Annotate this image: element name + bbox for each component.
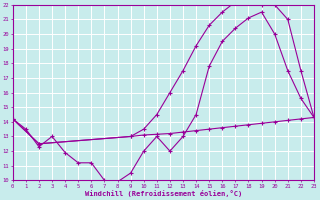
- X-axis label: Windchill (Refroidissement éolien,°C): Windchill (Refroidissement éolien,°C): [85, 190, 242, 197]
